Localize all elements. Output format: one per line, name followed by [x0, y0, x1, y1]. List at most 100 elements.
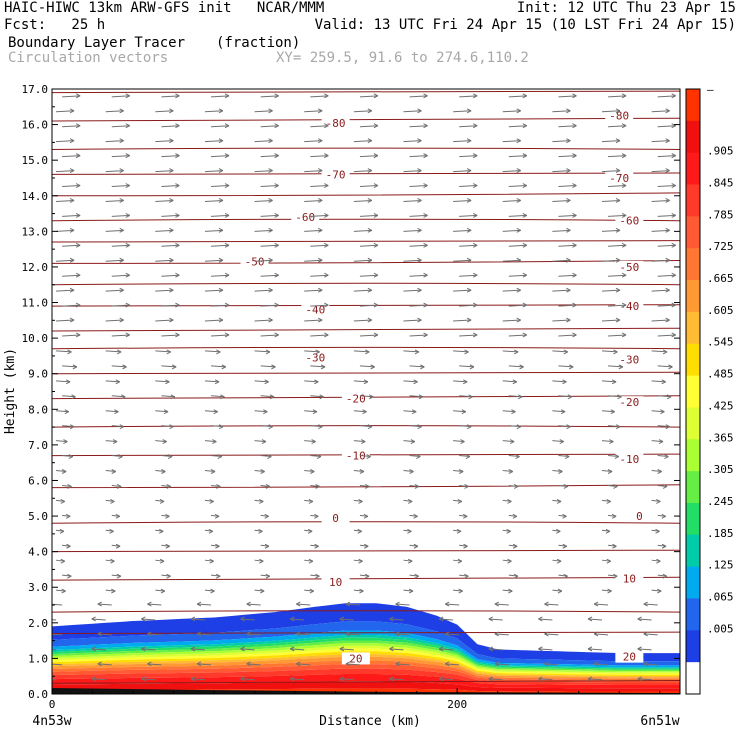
vector-arrowhead [175, 302, 180, 308]
vector-arrow [657, 304, 676, 307]
vector-arrow [403, 229, 422, 232]
vector-arrowhead [246, 601, 251, 607]
vector-arrowhead [466, 108, 472, 114]
vector-arrowhead [118, 454, 123, 460]
vector-arrow [453, 229, 472, 232]
vector-arrowhead [656, 498, 661, 504]
vector-arrowhead [339, 676, 345, 682]
vector-arrowhead [345, 631, 351, 637]
vector-arrowhead [472, 93, 478, 99]
vector-arrow [254, 589, 265, 592]
vector-arrowhead [572, 183, 577, 188]
contour-label--40: -40 [619, 300, 639, 313]
colorbar-swatch [686, 280, 700, 313]
vector-arrowhead [472, 302, 478, 308]
contour-label--20: -20 [619, 396, 639, 409]
vector-arrowhead [214, 513, 220, 519]
vector-arrow [552, 110, 571, 113]
vector-arrow [304, 350, 320, 353]
colorbar-label: .245 [707, 495, 734, 508]
vector-arrow [56, 229, 75, 232]
vector-arrow [105, 199, 124, 202]
vector-arrow [445, 603, 460, 606]
vector-arrowhead [317, 227, 323, 233]
vector-arrow [459, 484, 469, 487]
vector-arrow [56, 470, 67, 473]
vector-arrowhead [160, 588, 166, 594]
vector-arrowhead [116, 484, 122, 489]
vector-arrow [111, 95, 130, 98]
vector-arrowhead [218, 424, 224, 430]
vector-arrowhead [362, 409, 367, 415]
colorbar-label: .005 [707, 622, 734, 635]
vector-arrowhead [373, 272, 379, 278]
vector-arrowhead [516, 108, 521, 114]
colorbar-swatch [686, 534, 700, 568]
vector-arrowhead [621, 332, 627, 338]
vector-arrow [389, 678, 404, 681]
vector-arrow [339, 618, 354, 621]
vector-arrowhead [615, 108, 621, 114]
vector-arrowhead [258, 528, 263, 534]
vector-arrowhead [472, 212, 478, 218]
vector-arrow [453, 259, 472, 262]
contour-line-11 [52, 346, 680, 350]
vector-arrowhead [165, 379, 170, 385]
vector-arrowhead [314, 379, 319, 385]
vector-arrowhead [560, 409, 566, 415]
vector-arrowhead [408, 588, 414, 594]
vector-arrowhead [613, 349, 618, 355]
tracer-band-16 [52, 681, 680, 692]
vector-arrowhead [263, 409, 268, 415]
vector-arrowhead [75, 302, 81, 308]
vector-arrowhead [213, 409, 218, 415]
vector-arrow [260, 365, 276, 368]
vector-arrowhead [556, 528, 561, 534]
vector-arrow [359, 244, 378, 247]
vector-arrowhead [60, 558, 66, 564]
vector-arrow [359, 455, 371, 458]
vector-arrow [359, 95, 378, 98]
vector-arrowhead [170, 394, 176, 400]
vector-arrowhead [274, 123, 279, 129]
contour-label-bg [301, 351, 330, 364]
vector-arrowhead [423, 332, 428, 338]
vector-arrow [459, 574, 469, 577]
vector-arrow [310, 274, 329, 277]
vector-arrow [558, 455, 570, 458]
vector-arrowhead [593, 661, 599, 667]
vector-arrow [155, 380, 170, 383]
vector-arrow [409, 395, 424, 398]
vector-arrowhead [472, 123, 478, 129]
vector-arrowhead [417, 257, 422, 263]
vector-arrowhead [274, 242, 279, 248]
vector-arrow [651, 350, 668, 353]
vector-arrow [190, 618, 205, 621]
vector-arrow [601, 289, 621, 292]
vector-arrowhead [643, 661, 648, 667]
vector-arrow [204, 380, 220, 383]
vector-arrowhead [438, 646, 444, 652]
vector-arrow [439, 618, 454, 621]
colorbar-frame [685, 88, 701, 695]
vector-arrow [488, 678, 503, 681]
vector-arrow [210, 155, 230, 158]
contour-line-5 [52, 521, 680, 524]
vector-arrowhead [423, 212, 428, 218]
vector-arrow [111, 365, 127, 368]
y-tick-label: 15.0 [22, 154, 49, 167]
vector-arrowhead [339, 646, 345, 652]
vector-arrowhead [607, 469, 613, 474]
vector-arrow [62, 274, 81, 277]
vector-arrow [601, 350, 618, 353]
vector-arrowhead [119, 138, 124, 144]
vector-arrow [459, 304, 478, 307]
vector-arrow [403, 440, 415, 443]
vector-arrowhead [115, 513, 121, 519]
vector-arrow [304, 589, 314, 592]
vector-arrow [240, 618, 255, 621]
vector-arrowhead [615, 168, 621, 174]
vector-arrowhead [125, 242, 130, 248]
vector-arrowhead [572, 153, 577, 159]
vector-arrow [196, 663, 212, 666]
